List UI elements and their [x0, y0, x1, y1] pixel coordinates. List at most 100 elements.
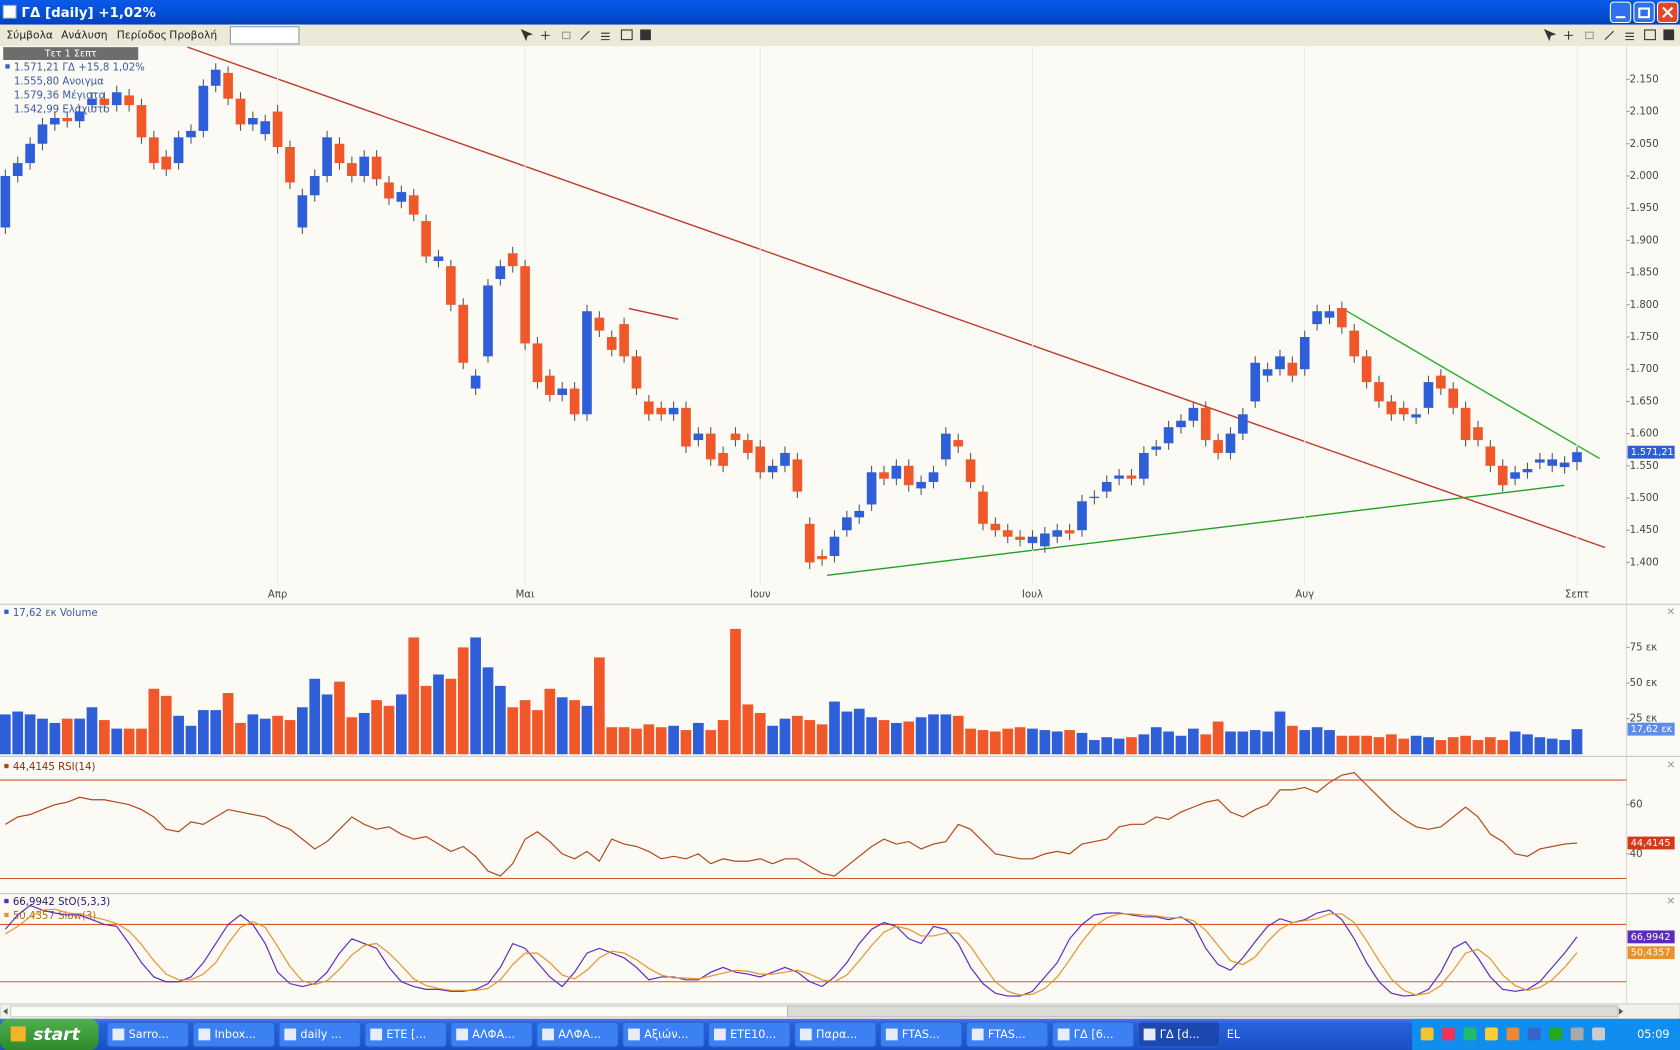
taskbar-label[interactable]: FTAS...: [988, 1028, 1026, 1041]
taskbar-icon: [542, 1028, 554, 1041]
y-tick-label: 40: [1630, 849, 1643, 860]
taskbar-button[interactable]: [622, 1021, 705, 1048]
volume-bar: [470, 637, 481, 755]
candle-body: [1510, 472, 1520, 479]
volume-bar: [1472, 740, 1484, 755]
candle-body: [879, 472, 889, 479]
volume-bar: [556, 697, 568, 755]
candle-body: [446, 266, 456, 305]
volume-bar: [1175, 735, 1187, 755]
x-tick-label: Αυγ: [1295, 590, 1314, 601]
volume-bar: [210, 710, 222, 755]
taskbar-button[interactable]: [278, 1021, 361, 1048]
trend-lines: [187, 46, 1606, 577]
taskbar-button[interactable]: [192, 1021, 276, 1048]
candle-body: [804, 523, 815, 563]
taskbar-button[interactable]: [450, 1021, 533, 1048]
volume-bar: [1051, 731, 1063, 755]
candle-body: [297, 195, 308, 228]
taskbar-button[interactable]: [364, 1021, 447, 1048]
volume-bar: [1497, 740, 1509, 755]
candle-body: [421, 221, 431, 257]
taskbar-label[interactable]: ΑΛΦΑ...: [558, 1028, 601, 1041]
restore-button[interactable]: [1633, 1, 1655, 24]
volume-bar: [111, 728, 123, 755]
tray-icon: [1592, 1027, 1605, 1041]
y-tick-label: 1.550: [1630, 461, 1659, 472]
volume-bar: [1150, 727, 1162, 755]
volume-bar: [433, 674, 444, 755]
window-button-icons: [1615, 6, 1674, 19]
candle-body: [235, 98, 246, 125]
taskbar-button[interactable]: [1137, 1021, 1221, 1048]
taskbar-label[interactable]: Αξιών...: [644, 1028, 688, 1041]
menu-item[interactable]: Προβολή: [169, 28, 217, 41]
tray-icon: [1570, 1027, 1584, 1041]
volume-bar: [606, 727, 618, 755]
volume-bar: [519, 700, 531, 755]
legend-entry: 50,4357 Slow(3): [13, 911, 96, 922]
candle-body: [1473, 427, 1483, 441]
taskbar-label[interactable]: Παρα...: [816, 1028, 857, 1041]
volume-bar: [952, 715, 964, 755]
candle-body: [718, 452, 728, 466]
taskbar-button[interactable]: [106, 1021, 190, 1048]
volume-bar: [1373, 737, 1385, 755]
volume-bar: [457, 647, 469, 755]
taskbar-button[interactable]: [879, 1021, 963, 1048]
volume-title: 17,62 εκ Volume: [13, 608, 98, 619]
symbol-input[interactable]: [229, 26, 300, 45]
menu-item[interactable]: Σύμβολα: [6, 28, 53, 41]
taskbar-label[interactable]: ETE10...: [730, 1028, 776, 1041]
y-tick-label: 2.000: [1630, 171, 1659, 182]
volume-bar: [569, 700, 580, 755]
volume-bar: [532, 710, 543, 755]
taskbar-label[interactable]: ΓΔ [6...: [1074, 1028, 1114, 1041]
start-label[interactable]: start: [33, 1025, 80, 1045]
info-marker: [5, 64, 10, 69]
volume-bar: [940, 714, 952, 755]
candle-body: [507, 253, 518, 267]
candle-body: [359, 156, 370, 176]
candle-body: [248, 117, 258, 125]
candle-body: [37, 124, 48, 144]
taskbar-label[interactable]: Inbox...: [214, 1028, 256, 1041]
taskbar-label[interactable]: FTAS...: [902, 1028, 940, 1041]
candle-body: [569, 388, 580, 415]
candle-body: [1386, 401, 1397, 415]
language-indicator[interactable]: EL: [1227, 1028, 1241, 1041]
taskbar-button[interactable]: [708, 1021, 791, 1048]
panel-close-icons[interactable]: [1667, 608, 1674, 904]
taskbar-label[interactable]: Sarro...: [129, 1028, 169, 1041]
taskbar-button[interactable]: [536, 1021, 619, 1048]
volume-bar: [235, 722, 246, 755]
taskbar-label[interactable]: daily ...: [300, 1028, 341, 1041]
candle-body: [495, 266, 506, 280]
y-tick-label: 2.050: [1630, 139, 1659, 150]
volume-bar: [1386, 734, 1397, 755]
taskbar-button[interactable]: [1051, 1021, 1135, 1048]
candle-body: [1361, 356, 1372, 383]
volume-bar: [1262, 731, 1273, 755]
taskbar-label[interactable]: ETE [...: [386, 1028, 426, 1041]
volume-bar: [668, 725, 679, 755]
toolbar: [520, 28, 1675, 42]
volume-bar: [928, 714, 939, 755]
candle-body: [681, 407, 691, 447]
volume-bar: [24, 714, 36, 755]
menu-item[interactable]: Ανάλυση: [61, 28, 107, 41]
scrollbar-thumb[interactable]: [786, 1005, 1619, 1018]
candle-body: [854, 510, 865, 518]
taskbar-icon: [628, 1028, 640, 1041]
taskbar-label[interactable]: ΓΔ [d...: [1160, 1028, 1200, 1041]
taskbar-button[interactable]: [794, 1021, 877, 1048]
taskbar-icon: [284, 1028, 297, 1041]
menu-item[interactable]: Περίοδος: [117, 28, 167, 41]
candle-body: [1114, 475, 1124, 479]
y-tick-label: 1.950: [1630, 203, 1659, 214]
taskbar-label[interactable]: ΑΛΦΑ...: [472, 1028, 515, 1041]
taskbar-button[interactable]: [965, 1021, 1049, 1048]
minimize-button[interactable]: [1609, 1, 1632, 24]
info-line: 1.555,80 Ανοιγμα: [14, 76, 104, 87]
